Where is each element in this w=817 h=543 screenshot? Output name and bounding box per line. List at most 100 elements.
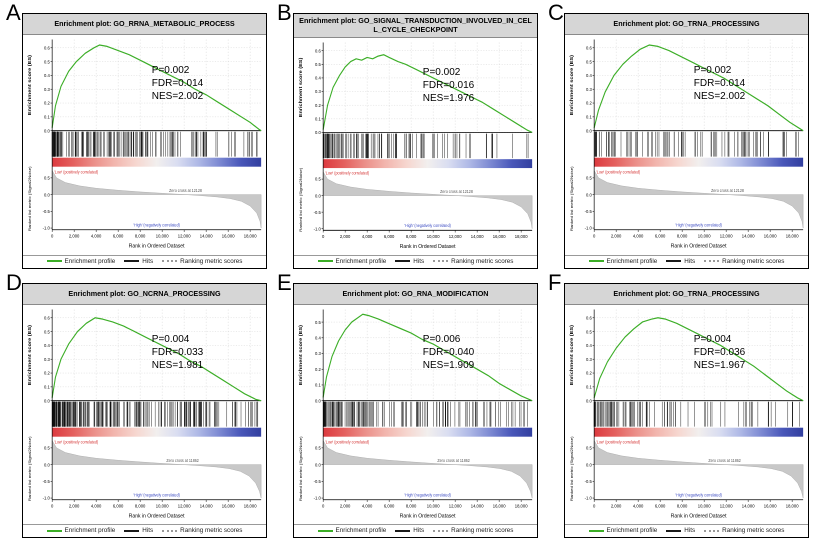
legend-label: Ranking metric scores xyxy=(451,257,514,265)
svg-text:Rank in Ordered Dataset: Rank in Ordered Dataset xyxy=(129,513,185,519)
plot-title: Enrichment plot: GO_TRNA_PROCESSING xyxy=(565,283,808,305)
legend-item-ranking-metric: Ranking metric scores xyxy=(162,258,242,265)
gsea-panel: Enrichment plot: GO_TRNA_PROCESSING 0.0 0… xyxy=(564,13,809,269)
panel-cell-c: C Enrichment plot: GO_TRNA_PROCESSING 0.… xyxy=(548,2,809,269)
legend-item-enrichment-profile: Enrichment profile xyxy=(46,527,115,534)
svg-text:16,000: 16,000 xyxy=(764,233,777,238)
legend-item-enrichment-profile: Enrichment profile xyxy=(588,257,658,265)
enrichment-profile-line-swatch xyxy=(317,260,333,262)
svg-text:0: 0 xyxy=(322,234,325,239)
svg-text:Enrichment score (ES): Enrichment score (ES) xyxy=(298,324,304,385)
legend-label: Enrichment profile xyxy=(64,257,116,265)
svg-text:0.6: 0.6 xyxy=(315,48,321,53)
svg-text:-0.5: -0.5 xyxy=(585,209,593,214)
legend-label: Enrichment profile xyxy=(606,257,658,265)
svg-text:-1.0: -1.0 xyxy=(43,225,51,230)
plot-title: Enrichment plot: GO_NCRNA_PROCESSING xyxy=(23,283,266,305)
svg-text:0: 0 xyxy=(322,503,325,508)
legend-item-hits: Hits xyxy=(666,527,695,534)
svg-text:6,000: 6,000 xyxy=(113,503,124,508)
svg-text:8,000: 8,000 xyxy=(677,233,688,238)
enrichment-plot: 0.0 0.1 0.2 0.3 0.4 0.5 0.6 0.5 0.0 -0.5 -1.0 Zero … xyxy=(569,309,804,519)
panel-letter: A xyxy=(6,0,21,25)
svg-text:0.4: 0.4 xyxy=(586,342,592,347)
panel-letter: E xyxy=(277,269,292,295)
svg-text:'Low' (positively correlated): 'Low' (positively correlated) xyxy=(325,170,370,175)
svg-text:18,000: 18,000 xyxy=(515,234,528,239)
svg-text:10,000: 10,000 xyxy=(427,234,440,239)
legend-label: Hits xyxy=(413,527,425,534)
plot-area: 0.0 0.1 0.2 0.3 0.4 0.5 0.6 0.5 0.0 -0.5 -1.0 Zero … xyxy=(565,305,808,525)
svg-text:0.0: 0.0 xyxy=(586,192,592,197)
stats-overlay: P=0.002 FDR=0.016 NES=1.976 xyxy=(423,66,474,105)
svg-text:0.5: 0.5 xyxy=(44,175,50,180)
svg-text:0.0: 0.0 xyxy=(586,128,592,133)
svg-text:18,000: 18,000 xyxy=(244,503,257,508)
svg-text:0.3: 0.3 xyxy=(44,356,50,361)
svg-text:6,000: 6,000 xyxy=(655,233,666,238)
svg-text:0.5: 0.5 xyxy=(586,445,592,450)
legend-label: Ranking metric scores xyxy=(451,527,514,534)
p-value: P=0.002 xyxy=(151,64,190,76)
svg-text:18,000: 18,000 xyxy=(786,503,799,508)
stats-overlay: P=0.004 FDR=0.036 NES=1.967 xyxy=(694,333,745,372)
nes-value: NES=1.967 xyxy=(693,360,746,372)
svg-text:0.6: 0.6 xyxy=(44,45,50,50)
svg-text:0.1: 0.1 xyxy=(44,114,50,119)
plot-area: 0.0 0.1 0.2 0.3 0.4 0.5 0.6 0.5 0.0 -0.5 -1.0 Zero … xyxy=(23,35,266,255)
svg-text:0.2: 0.2 xyxy=(315,102,321,107)
enrichment-profile-line-swatch xyxy=(46,529,62,532)
ranking-metric-line-swatch xyxy=(162,260,178,262)
svg-text:0.5: 0.5 xyxy=(44,59,50,64)
svg-text:-0.5: -0.5 xyxy=(43,209,51,214)
svg-text:14,000: 14,000 xyxy=(471,503,484,508)
svg-text:-1.0: -1.0 xyxy=(585,225,593,230)
p-value: P=0.002 xyxy=(693,64,732,76)
stats-overlay: P=0.002 FDR=0.014 NES=2.002 xyxy=(694,64,745,103)
svg-text:0.5: 0.5 xyxy=(586,175,592,180)
enrichment-plot: 0.0 0.1 0.2 0.3 0.4 0.5 0.6 0.5 0.0 -0.5 -1.0 Zero … xyxy=(27,309,262,519)
nes-value: NES=2.002 xyxy=(693,90,746,102)
svg-text:10,000: 10,000 xyxy=(698,503,711,508)
p-value: P=0.002 xyxy=(422,66,461,78)
svg-text:0: 0 xyxy=(51,233,54,238)
legend-item-enrichment-profile: Enrichment profile xyxy=(46,257,116,265)
legend: Enrichment profile Hits Ranking metric s… xyxy=(565,254,808,268)
svg-text:Enrichment score (ES): Enrichment score (ES) xyxy=(569,55,575,116)
svg-text:4,000: 4,000 xyxy=(91,233,102,238)
legend-item-ranking-metric: Ranking metric scores xyxy=(433,527,513,534)
svg-text:Zero cross at 12128: Zero cross at 12128 xyxy=(711,188,744,193)
svg-text:-1.0: -1.0 xyxy=(585,495,593,500)
svg-text:'Low' (positively correlated): 'Low' (positively correlated) xyxy=(54,439,99,444)
legend-label: Hits xyxy=(684,527,696,534)
svg-text:10,000: 10,000 xyxy=(427,503,440,508)
legend-item-ranking-metric: Ranking metric scores xyxy=(433,258,513,265)
svg-text:12,000: 12,000 xyxy=(178,503,191,508)
svg-text:0.0: 0.0 xyxy=(44,462,50,467)
svg-text:14,000: 14,000 xyxy=(200,503,213,508)
svg-text:16,000: 16,000 xyxy=(493,234,506,239)
svg-text:10,000: 10,000 xyxy=(156,503,169,508)
svg-text:Rank in Ordered Dataset: Rank in Ordered Dataset xyxy=(671,243,727,249)
plot-title: Enrichment plot: GO_RRNA_METABOLIC_PROCE… xyxy=(23,14,266,35)
svg-text:16,000: 16,000 xyxy=(493,503,506,508)
svg-text:0.1: 0.1 xyxy=(315,116,321,121)
legend: Enrichment profile Hits Ranking metric s… xyxy=(294,524,537,537)
svg-text:4,000: 4,000 xyxy=(633,503,644,508)
svg-text:0.5: 0.5 xyxy=(44,445,50,450)
svg-text:Ranked list metric (Signal2Noi: Ranked list metric (Signal2Noise) xyxy=(569,435,574,500)
stats-overlay: P=0.002 FDR=0.014 NES=2.002 xyxy=(152,64,203,103)
hits-line-swatch xyxy=(124,260,140,262)
panel-cell-e: E Enrichment plot: GO_RNA_MODIFICATION 0… xyxy=(277,269,538,538)
hits-line-swatch xyxy=(666,260,682,262)
svg-text:10,000: 10,000 xyxy=(698,233,711,238)
plot-area: 0.0 0.1 0.2 0.3 0.4 0.5 0.5 0.0 -0.5 -1.0 Zero cro… xyxy=(294,305,537,525)
plot-title: Enrichment plot: GO_RNA_MODIFICATION xyxy=(294,283,537,305)
svg-text:Ranked list metric (Signal2Noi: Ranked list metric (Signal2Noise) xyxy=(298,167,303,232)
svg-text:0.4: 0.4 xyxy=(315,75,321,80)
panel-cell-a: A Enrichment plot: GO_RRNA_METABOLIC_PRO… xyxy=(6,0,267,269)
svg-text:14,000: 14,000 xyxy=(742,503,755,508)
svg-text:'High' (negatively correlated): 'High' (negatively correlated) xyxy=(675,222,722,227)
svg-text:-0.5: -0.5 xyxy=(314,478,322,483)
